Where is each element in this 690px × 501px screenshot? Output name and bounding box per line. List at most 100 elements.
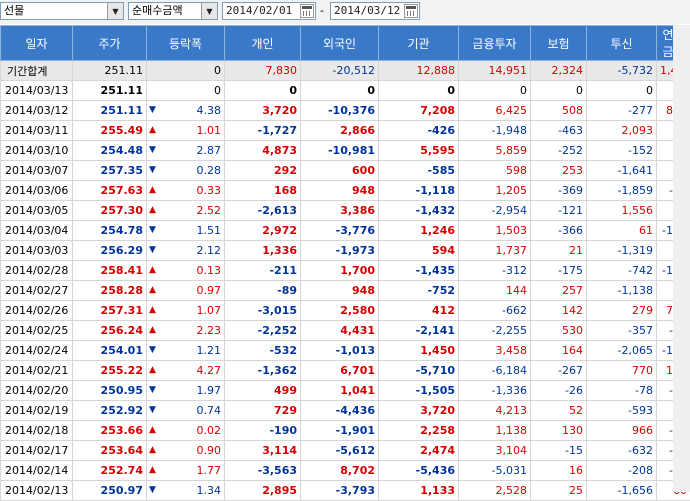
price-cell: 251.11 xyxy=(73,101,147,121)
price-cell: 257.35 xyxy=(73,161,147,181)
price-cell: 253.66 xyxy=(73,421,147,441)
column-header[interactable]: 등락폭 xyxy=(147,26,225,61)
fin_invest-cell: 6,425 xyxy=(459,101,531,121)
start-date-value: 2014/02/01 xyxy=(226,4,292,18)
date-cell: 2014/03/11 xyxy=(1,121,73,141)
price-cell: 253.64 xyxy=(73,441,147,461)
individual-cell: 4,873 xyxy=(225,141,301,161)
change-cell: ▲0.97 xyxy=(147,281,225,301)
price-cell: 257.63 xyxy=(73,181,147,201)
institution-cell: 1,450 xyxy=(379,341,459,361)
change-value: 0.02 xyxy=(197,424,222,437)
change-value: 1.01 xyxy=(197,124,222,137)
chevron-down-icon[interactable]: ▼ xyxy=(201,3,217,19)
metric-select[interactable]: 순매수금액 ▼ xyxy=(128,2,218,20)
foreign-cell: 1,700 xyxy=(301,261,379,281)
price-cell: 251.11 xyxy=(73,81,147,101)
fin_invest-cell: 1,205 xyxy=(459,181,531,201)
triangle-up-icon: ▲ xyxy=(149,465,156,475)
triangle-up-icon: ▲ xyxy=(149,125,156,135)
triangle-up-icon: ▲ xyxy=(149,205,156,215)
change-cell: ▼1.21 xyxy=(147,341,225,361)
insurance-cell: 257 xyxy=(531,281,587,301)
insurance-cell: -463 xyxy=(531,121,587,141)
end-date-field[interactable]: 2014/03/12 xyxy=(330,2,420,20)
foreign-cell: -1,973 xyxy=(301,241,379,261)
foreign-cell: 2,866 xyxy=(301,121,379,141)
start-date-field[interactable]: 2014/02/01 xyxy=(222,2,316,20)
institution-cell: 0 xyxy=(379,81,459,101)
column-header[interactable]: 일자 xyxy=(1,26,73,61)
triangle-down-icon: ▼ xyxy=(149,225,156,235)
individual-cell: -3,015 xyxy=(225,301,301,321)
triangle-up-icon: ▲ xyxy=(149,305,156,315)
fin_invest-cell: 4,213 xyxy=(459,401,531,421)
insurance-cell: 2,324 xyxy=(531,61,587,81)
foreign-cell: 600 xyxy=(301,161,379,181)
column-header[interactable]: 주가 xyxy=(73,26,147,61)
fin_invest-cell: 144 xyxy=(459,281,531,301)
change-cell: ▼2.87 xyxy=(147,141,225,161)
calendar-icon[interactable] xyxy=(300,4,314,18)
fin_invest-cell: -2,255 xyxy=(459,321,531,341)
date-cell: 2014/02/14 xyxy=(1,461,73,481)
date-cell: 2014/03/04 xyxy=(1,221,73,241)
individual-cell: 168 xyxy=(225,181,301,201)
institution-cell: 1,133 xyxy=(379,481,459,501)
chevron-down-icon[interactable]: ▼ xyxy=(107,3,123,19)
date-cell: 2014/02/28 xyxy=(1,261,73,281)
price-cell: 254.01 xyxy=(73,341,147,361)
change-value: 0.33 xyxy=(197,184,222,197)
change-cell: ▲ 1.07 xyxy=(147,301,225,321)
triangle-down-icon: ▼ xyxy=(149,485,156,495)
market-select[interactable]: 선물 ▼ xyxy=(0,2,124,20)
calendar-icon[interactable] xyxy=(404,4,418,18)
column-header[interactable]: 외국인 xyxy=(301,26,379,61)
institution-cell: -585 xyxy=(379,161,459,181)
column-header[interactable]: 금융투자 xyxy=(459,26,531,61)
column-header[interactable]: 기관 xyxy=(379,26,459,61)
column-header[interactable]: 투신 xyxy=(587,26,657,61)
column-header[interactable]: 보험 xyxy=(531,26,587,61)
change-value: 1.07 xyxy=(197,304,222,317)
price-cell: 250.95 xyxy=(73,381,147,401)
insurance-cell: 21 xyxy=(531,241,587,261)
vertical-scrollbar[interactable] xyxy=(673,25,690,492)
foreign-cell: -1,901 xyxy=(301,421,379,441)
trust-cell: 0 xyxy=(587,81,657,101)
change-value: 2.87 xyxy=(197,144,222,157)
trust-cell: 966 xyxy=(587,421,657,441)
fin_invest-cell: -1,948 xyxy=(459,121,531,141)
date-cell: 2014/02/27 xyxy=(1,281,73,301)
change-value: 2.12 xyxy=(197,244,222,257)
date-cell: 2014/02/19 xyxy=(1,401,73,421)
foreign-cell: -3,776 xyxy=(301,221,379,241)
trust-cell: -152 xyxy=(587,141,657,161)
foreign-cell: -5,612 xyxy=(301,441,379,461)
change-value: 1.97 xyxy=(197,384,222,397)
foreign-cell: -3,793 xyxy=(301,481,379,501)
column-header[interactable]: 개인 xyxy=(225,26,301,61)
